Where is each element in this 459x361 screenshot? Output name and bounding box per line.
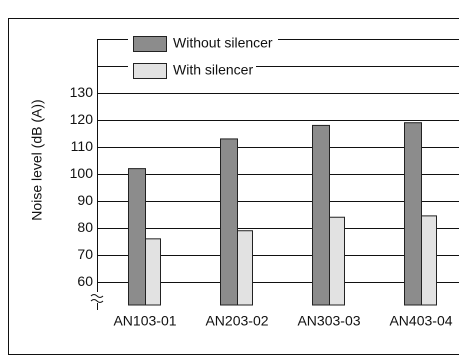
frame bbox=[8, 18, 459, 355]
bar bbox=[128, 168, 146, 306]
bar bbox=[237, 230, 253, 306]
bar bbox=[421, 215, 437, 306]
x-tick-label: AN103-01 bbox=[113, 313, 176, 329]
axis-break bbox=[90, 294, 104, 303]
legend-label: Without silencer bbox=[173, 35, 273, 51]
bar bbox=[329, 216, 345, 306]
y-tick-label: 70 bbox=[77, 246, 93, 262]
bar bbox=[312, 124, 330, 306]
y-tick-label: 110 bbox=[71, 138, 94, 154]
legend-label: With silencer bbox=[173, 62, 253, 78]
y-tick-label: 60 bbox=[77, 273, 93, 289]
x-tick-label: AN203-02 bbox=[205, 313, 268, 329]
y-axis-label: Noise level (dB (A)) bbox=[29, 99, 45, 220]
y-tick-label: 90 bbox=[77, 192, 93, 208]
y-tick-label: 80 bbox=[77, 219, 93, 235]
legend-swatch bbox=[133, 36, 167, 52]
y-tick-label: 130 bbox=[70, 84, 94, 100]
y-tick-label: 120 bbox=[70, 111, 94, 127]
y-tick-label: 100 bbox=[70, 165, 94, 181]
bar bbox=[145, 238, 161, 306]
bar bbox=[404, 122, 422, 306]
x-tick-label: AN403-04 bbox=[389, 313, 452, 329]
bar bbox=[220, 138, 238, 306]
x-tick-label: AN303-03 bbox=[297, 313, 360, 329]
legend-swatch bbox=[133, 63, 167, 79]
